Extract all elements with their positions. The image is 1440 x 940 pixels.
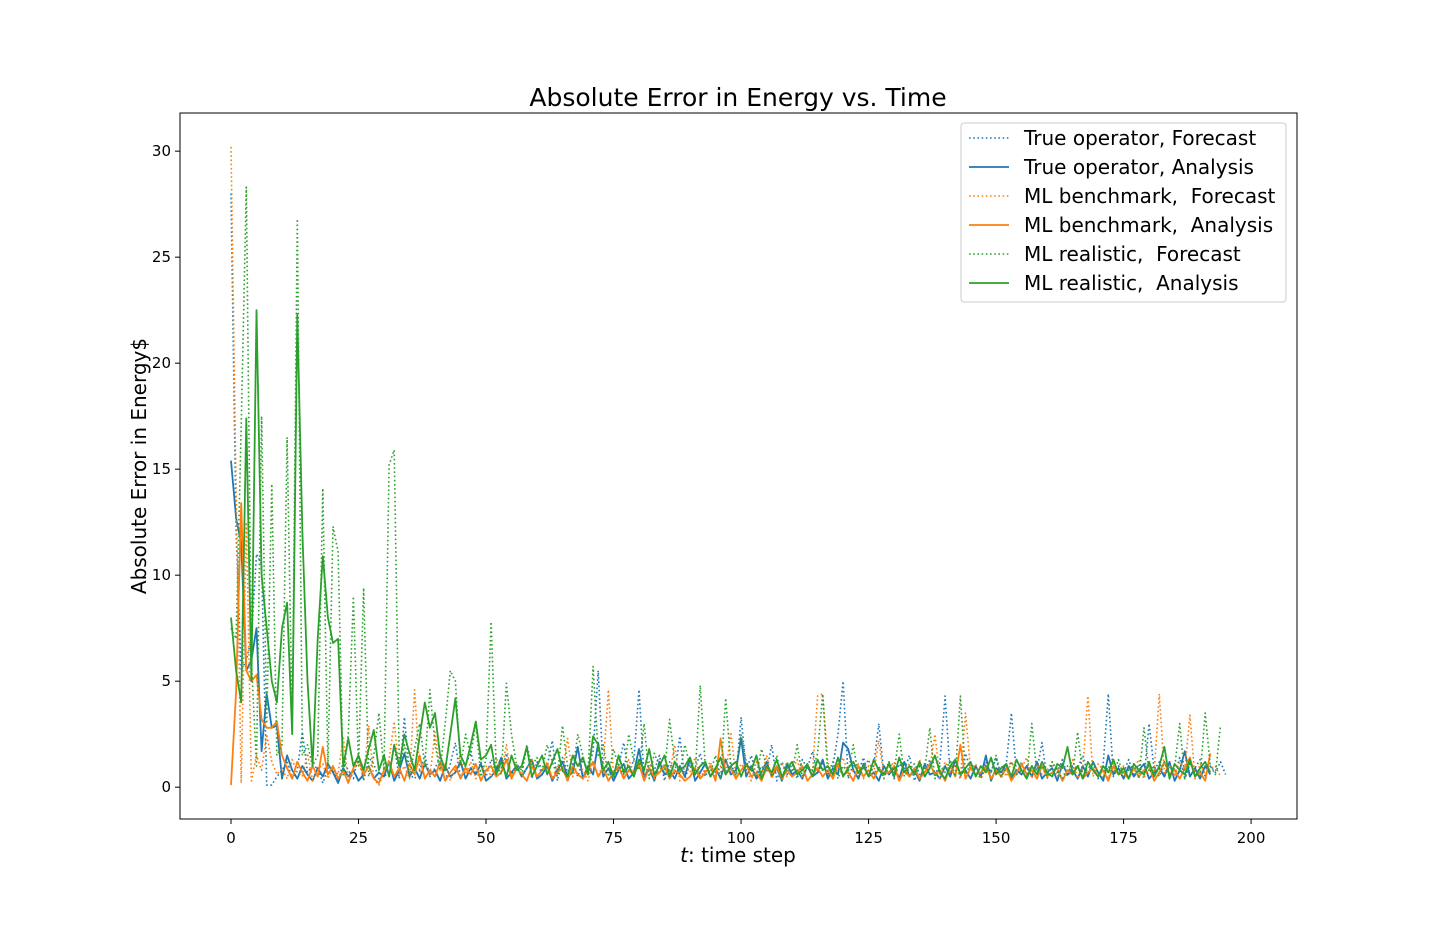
legend-items: True operator, Forecast True operator, An… <box>969 126 1276 295</box>
x-tick-label: 175 <box>1109 829 1138 847</box>
x-tick-label: 75 <box>604 829 623 847</box>
x-axis-ticks: 0 25 50 75 100 125 150 175 200 <box>226 819 1265 847</box>
series-line-3 <box>230 502 1212 786</box>
series-line-5 <box>230 309 1212 780</box>
y-tick-label: 20 <box>152 354 171 372</box>
legend-label-4: ML realistic, Forecast <box>1024 242 1241 266</box>
x-tick-label: 50 <box>476 829 495 847</box>
chart-title: Absolute Error in Energy vs. Time <box>529 83 946 112</box>
y-tick-label: 10 <box>152 566 171 584</box>
x-tick-label: 100 <box>727 829 756 847</box>
x-tick-label: 25 <box>349 829 368 847</box>
y-tick-label: 5 <box>161 672 171 690</box>
y-tick-label: 15 <box>152 460 171 478</box>
legend-label-5: ML realistic, Analysis <box>1024 271 1239 295</box>
series-layer <box>230 146 1227 786</box>
y-tick-label: 25 <box>152 248 171 266</box>
y-tick-label: 0 <box>161 778 171 796</box>
x-tick-label: 150 <box>982 829 1011 847</box>
y-tick-label: 30 <box>152 142 171 160</box>
legend-label-3: ML benchmark, Analysis <box>1024 213 1273 237</box>
legend-label-1: True operator, Analysis <box>1023 155 1254 179</box>
legend: True operator, Forecast True operator, An… <box>960 122 1287 303</box>
y-axis-label: Absolute Error in Energy$ <box>127 338 151 594</box>
series-line-4 <box>230 186 1222 780</box>
x-tick-label: 0 <box>226 829 236 847</box>
y-axis-ticks: 0 5 10 15 20 25 30 <box>152 142 180 796</box>
x-axis-label: t: time step <box>680 843 796 867</box>
legend-label-2: ML benchmark, Forecast <box>1024 184 1276 208</box>
x-tick-label: 200 <box>1237 829 1266 847</box>
x-tick-label: 125 <box>854 829 883 847</box>
legend-label-0: True operator, Forecast <box>1023 126 1256 150</box>
legend-frame <box>960 122 1287 303</box>
